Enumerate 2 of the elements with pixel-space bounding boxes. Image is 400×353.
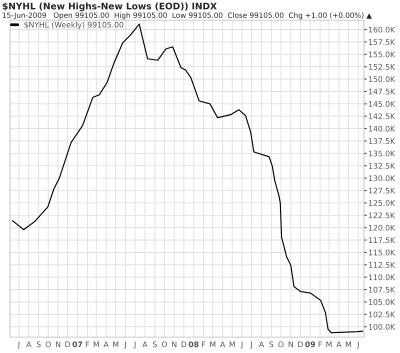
line-series: [12, 24, 364, 334]
chart-title: $NYHL (New Highs-New Lows (EOD)) INDX: [2, 2, 217, 12]
